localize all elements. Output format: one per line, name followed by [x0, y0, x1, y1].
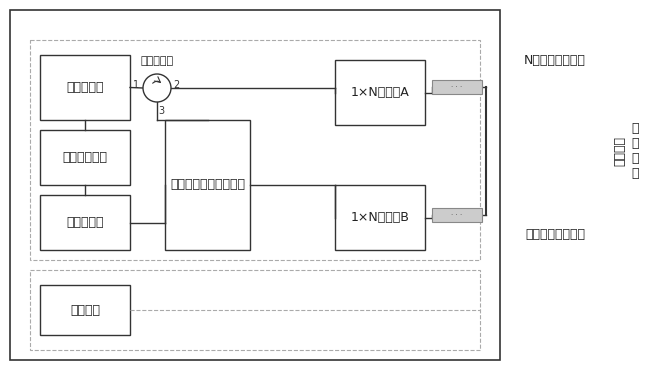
Text: · · ·: · · · [451, 84, 463, 90]
Bar [40, 285, 130, 335]
Bar [335, 60, 425, 125]
Text: 脉冲光模块: 脉冲光模块 [66, 81, 104, 94]
Bar [165, 120, 250, 250]
Text: N路待测单模光纤: N路待测单模光纤 [524, 53, 586, 66]
Text: 光纤环形器: 光纤环形器 [140, 56, 173, 66]
Bar [432, 80, 482, 94]
Text: 1×N光开关A: 1×N光开关A [351, 86, 409, 99]
Text: 连续光模块: 连续光模块 [66, 216, 104, 229]
Text: 末
端
熔
接: 末 端 熔 接 [632, 122, 639, 180]
Text: 3: 3 [158, 106, 164, 116]
Text: 光电信号处理采集模块: 光电信号处理采集模块 [170, 179, 245, 191]
Bar [40, 130, 130, 185]
Text: · · ·: · · · [451, 212, 463, 218]
Bar [30, 40, 480, 260]
Text: 光纤环路返回光纤: 光纤环路返回光纤 [525, 229, 585, 241]
Text: 1: 1 [133, 80, 139, 90]
Circle shape [143, 74, 171, 102]
Text: 2: 2 [173, 80, 179, 90]
Bar [10, 10, 500, 360]
Bar [30, 270, 480, 350]
Text: 主控系统: 主控系统 [70, 304, 100, 317]
Bar [40, 195, 130, 250]
Text: 锁频调制模块: 锁频调制模块 [62, 151, 107, 164]
Bar [432, 208, 482, 222]
Text: 1×N光开关B: 1×N光开关B [351, 211, 409, 224]
Bar [40, 55, 130, 120]
Bar [335, 185, 425, 250]
Text: 末端燔接: 末端燔接 [614, 136, 626, 166]
